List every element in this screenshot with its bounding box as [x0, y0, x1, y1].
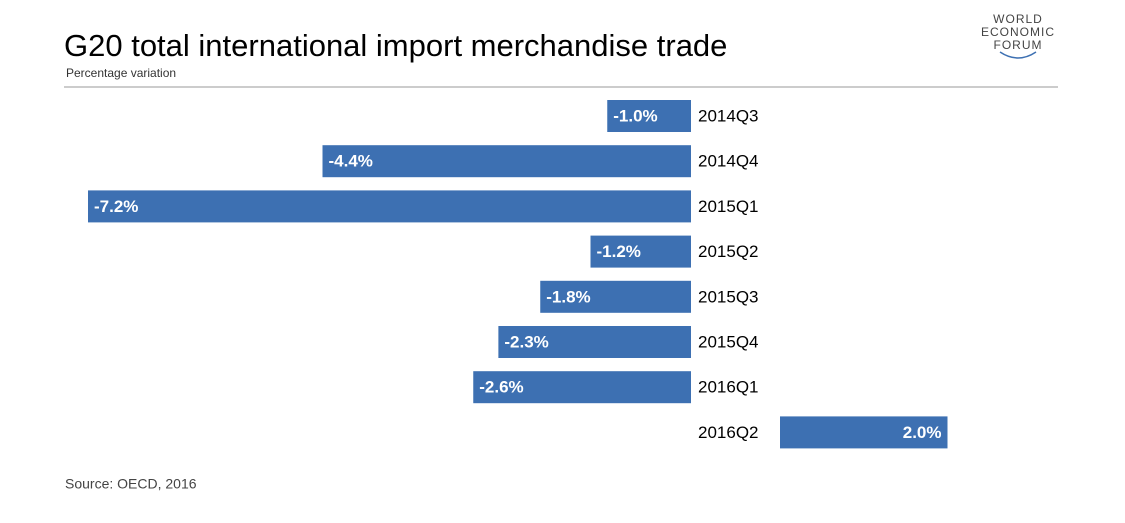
- category-label: 2016Q2: [698, 423, 759, 442]
- value-label: -7.2%: [94, 197, 138, 216]
- bar: [607, 100, 691, 132]
- category-label: 2016Q1: [698, 378, 759, 397]
- bar: [540, 280, 691, 313]
- category-label: 2014Q3: [698, 106, 759, 125]
- category-label: 2014Q4: [698, 152, 759, 171]
- value-label: -1.2%: [597, 242, 641, 261]
- value-label: -2.3%: [504, 332, 548, 351]
- logo-text: FORUM: [994, 38, 1043, 52]
- category-label: 2015Q3: [698, 287, 759, 306]
- bar: [322, 145, 691, 178]
- value-label: -2.6%: [479, 378, 523, 397]
- value-label: 2.0%: [903, 423, 942, 442]
- category-label: 2015Q4: [698, 332, 759, 351]
- chart-subtitle: Percentage variation: [66, 66, 176, 80]
- logo-arc: [999, 51, 1037, 59]
- chart-title: G20 total international import merchandi…: [64, 28, 727, 63]
- bar: [498, 326, 691, 358]
- bar: [473, 371, 691, 404]
- value-label: -4.4%: [329, 152, 373, 171]
- bar: [780, 416, 948, 449]
- source: Source: OECD, 2016: [65, 476, 197, 492]
- logo-text: ECONOMIC: [981, 25, 1055, 39]
- bar: [590, 235, 691, 268]
- category-label: 2015Q2: [698, 242, 759, 261]
- bar: [88, 190, 691, 223]
- logo-text: WORLD: [993, 12, 1043, 26]
- category-label: 2015Q1: [698, 197, 759, 216]
- value-label: -1.0%: [613, 106, 657, 125]
- value-label: -1.8%: [546, 287, 590, 306]
